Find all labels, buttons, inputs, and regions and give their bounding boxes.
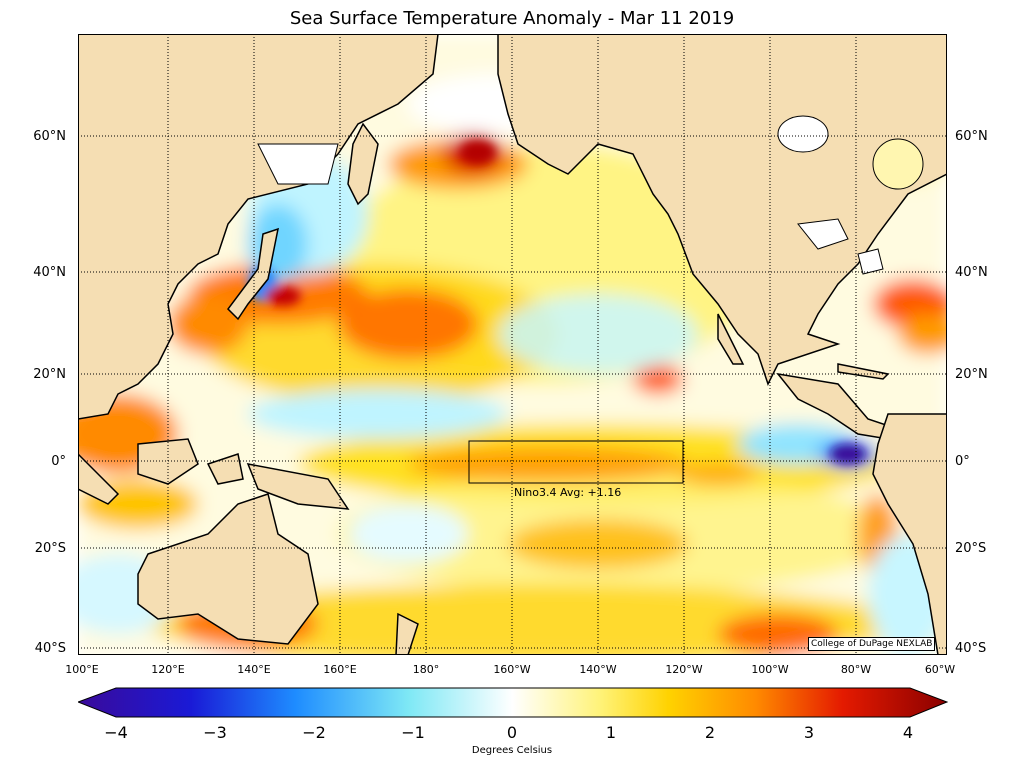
- lat-label: 20°S: [955, 541, 987, 556]
- colorbar-tick: 0: [506, 723, 518, 742]
- lat-label: 60°N: [955, 129, 988, 144]
- lon-label: 80°W: [840, 663, 872, 676]
- colorbar-gradient: [78, 687, 948, 718]
- lon-label: 140°E: [237, 663, 271, 676]
- lat-label: 40°S: [955, 641, 987, 656]
- colorbar-tick: 3: [803, 723, 815, 742]
- credit-label: College of DuPage NEXLAB: [808, 637, 936, 651]
- nino34-label: Nino3.4 Avg: +1.16: [514, 486, 622, 499]
- colorbar-tick: −1: [401, 723, 425, 742]
- lon-label: 100°W: [751, 663, 789, 676]
- lat-label: 60°N: [33, 129, 66, 144]
- colorbar-tick: −2: [302, 723, 326, 742]
- lon-label: 120°W: [665, 663, 703, 676]
- colorbar-tick: −4: [104, 723, 128, 742]
- lon-label: 160°W: [493, 663, 531, 676]
- graticule: [78, 34, 947, 655]
- lat-label: 0°: [51, 454, 66, 469]
- colorbar-label: Degrees Celsius: [471, 745, 553, 756]
- lon-label: 160°E: [323, 663, 357, 676]
- map-canvas: [78, 34, 947, 655]
- lat-label: 40°N: [955, 265, 988, 280]
- colorbar-tick: −3: [203, 723, 227, 742]
- colorbar-tick: 4: [902, 723, 914, 742]
- lat-label: 20°N: [955, 367, 988, 382]
- lon-label: 100°E: [65, 663, 99, 676]
- lon-label: 120°E: [151, 663, 185, 676]
- colorbar-tick: 2: [704, 723, 716, 742]
- sst-anomaly-map: [78, 34, 947, 655]
- lat-label: 0°: [955, 454, 970, 469]
- lat-label: 20°N: [33, 367, 66, 382]
- map-title: Sea Surface Temperature Anomaly - Mar 11…: [289, 8, 735, 29]
- lon-label: 60°W: [924, 663, 956, 676]
- colorbar: [78, 687, 948, 718]
- lon-label: 140°W: [579, 663, 617, 676]
- lon-label: 180°: [412, 663, 440, 676]
- lat-label: 40°N: [33, 265, 66, 280]
- lat-label: 40°S: [34, 641, 66, 656]
- nino34-box: [468, 440, 684, 484]
- lat-label: 20°S: [34, 541, 66, 556]
- colorbar-tick: 1: [605, 723, 617, 742]
